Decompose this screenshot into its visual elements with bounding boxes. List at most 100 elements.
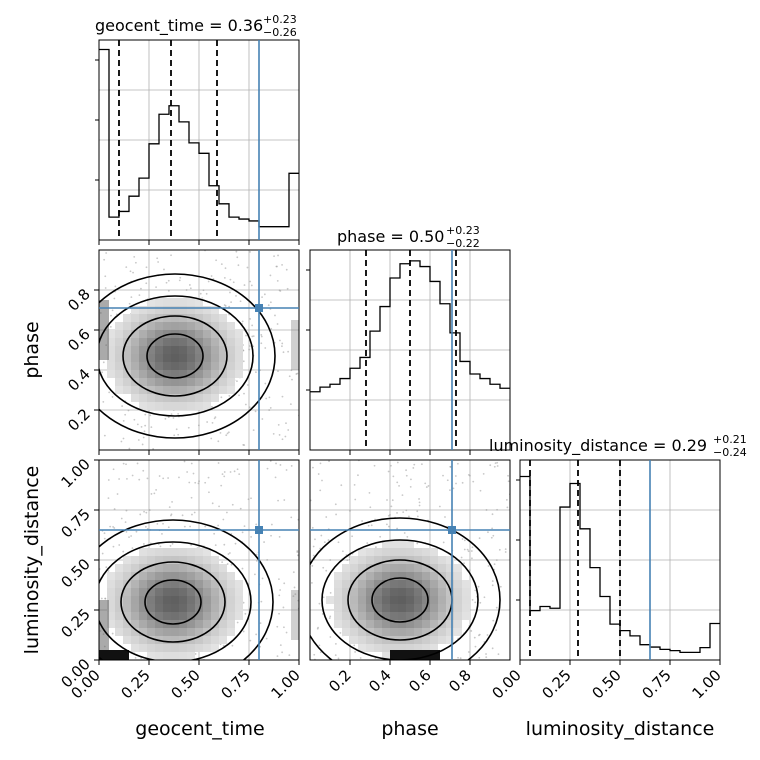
density-cell: [139, 572, 147, 580]
sample-point: [145, 511, 148, 514]
sample-point: [155, 489, 158, 491]
sample-point: [270, 534, 272, 537]
sample-point: [456, 462, 459, 465]
sample-point: [507, 480, 510, 483]
density-cell: [390, 580, 398, 588]
sample-point: [143, 510, 145, 513]
y-tick-label: 0.75: [57, 505, 93, 541]
density-cell: [342, 620, 350, 628]
sample-point: [495, 606, 498, 609]
sample-point: [268, 409, 271, 411]
density-cell: [107, 370, 115, 378]
density-cell: [382, 620, 390, 628]
density-cell: [211, 636, 219, 644]
sample-point: [496, 465, 499, 467]
density-cell: [422, 636, 430, 644]
sample-point: [334, 642, 337, 645]
sample-point: [328, 617, 331, 620]
sample-point: [162, 522, 164, 525]
density-cell: [358, 604, 366, 612]
sample-point: [387, 470, 390, 473]
density-cell: [147, 330, 155, 338]
density-cell: [235, 362, 243, 370]
sample-point: [248, 406, 251, 409]
sample-point: [281, 345, 283, 348]
sample-point: [325, 569, 328, 572]
density-cell: [115, 612, 123, 620]
sample-point: [406, 535, 409, 538]
density-cell: [179, 370, 187, 378]
density-cell: [398, 604, 406, 612]
density-cell: [179, 572, 187, 580]
sample-point: [420, 463, 423, 466]
sample-point: [260, 600, 263, 603]
sample-point: [236, 468, 239, 471]
density-cell: [203, 612, 211, 620]
density-cell: [163, 330, 171, 338]
sample-point: [353, 644, 356, 647]
sample-point: [472, 728, 474, 730]
density-cell: [366, 636, 374, 644]
density-cell: [398, 588, 406, 596]
density-cell: [382, 644, 390, 652]
sample-point: [492, 534, 495, 537]
density-cell: [446, 628, 454, 636]
density-cell: [342, 628, 350, 636]
sample-point: [111, 632, 114, 635]
density-cell: [235, 596, 243, 604]
density-cell: [163, 604, 171, 612]
sample-point: [263, 541, 265, 543]
density-cell: [139, 330, 147, 338]
density-cell: [203, 636, 211, 644]
density-cell: [147, 338, 155, 346]
sample-point: [194, 481, 197, 484]
sample-point: [312, 554, 315, 557]
sample-point: [268, 396, 271, 399]
sample-point: [103, 537, 106, 540]
sample-point: [238, 473, 241, 475]
sample-point: [220, 263, 223, 266]
sample-point: [290, 465, 293, 467]
sample-point: [506, 506, 509, 509]
density-cell: [195, 378, 203, 386]
density-cell: [334, 580, 342, 588]
sample-point: [246, 266, 249, 269]
sample-point: [478, 633, 481, 636]
sample-point: [102, 361, 105, 364]
density-cell: [139, 306, 147, 314]
density-cell: [195, 330, 203, 338]
density-cell: [163, 652, 171, 660]
density-cell: [155, 378, 163, 386]
density-cell: [171, 580, 179, 588]
sample-point: [188, 284, 191, 286]
sample-point: [213, 532, 216, 535]
density-cell: [350, 564, 358, 572]
sample-point: [405, 474, 408, 477]
sample-point: [212, 668, 214, 670]
density-cell: [430, 580, 438, 588]
density-cell: [187, 604, 195, 612]
density-cell: [107, 612, 115, 620]
density-cell: [163, 564, 171, 572]
density-cell: [187, 354, 195, 362]
density-cell: [187, 620, 195, 628]
sample-point: [368, 491, 371, 494]
density-cell: [203, 386, 211, 394]
sample-point: [148, 509, 151, 511]
density-cell: [107, 362, 115, 370]
sample-point: [97, 411, 99, 413]
sample-point: [183, 525, 186, 528]
density-cell: [131, 322, 139, 330]
sample-point: [418, 504, 421, 507]
density-cell: [123, 588, 131, 596]
sample-point: [107, 570, 110, 572]
sample-point: [460, 556, 463, 559]
density-cell: [179, 604, 187, 612]
sample-point: [113, 527, 116, 529]
sample-point: [232, 281, 235, 284]
sample-point: [478, 656, 481, 659]
panel-geocent_time-vs-phase: [97, 250, 299, 450]
sample-point: [112, 468, 115, 471]
density-cell: [406, 644, 414, 652]
density-cell: [123, 620, 131, 628]
